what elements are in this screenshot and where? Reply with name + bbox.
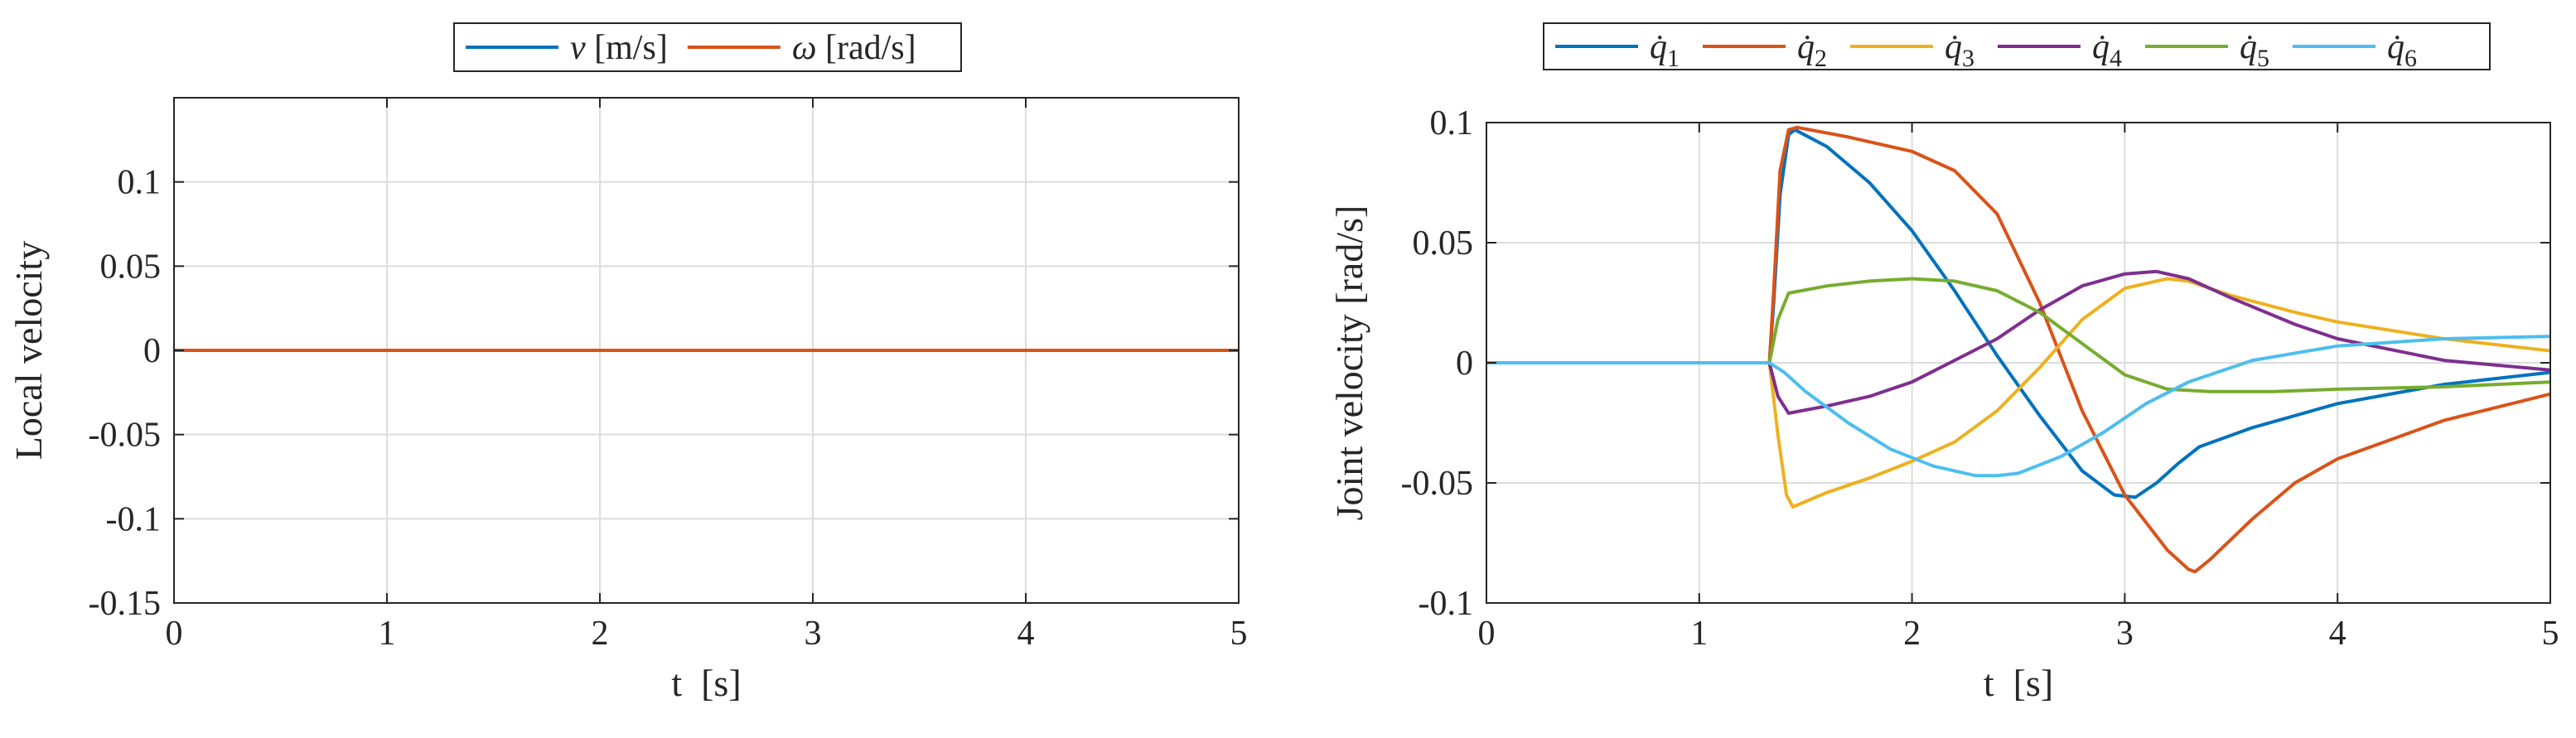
x-tick-label: 4	[2329, 615, 2346, 653]
x-tick-label: 0	[166, 615, 183, 653]
y-tick-label: -0.15	[89, 585, 162, 623]
legend-item-4: q̇4	[1998, 28, 2122, 72]
y-tick-label: 0	[143, 332, 161, 370]
legend-label: q̇5	[2240, 28, 2269, 72]
legend-item-6: q̇6	[2293, 28, 2417, 72]
series-line-4	[1486, 269, 2550, 415]
legend-item-1: v [m/s]	[466, 29, 668, 67]
y-tick-label: 0	[1456, 345, 1473, 383]
grid	[1486, 123, 2550, 603]
legend-label: q̇3	[1945, 28, 1974, 72]
y-tick-label: 0.05	[1413, 224, 1474, 263]
legend-label: q̇6	[2387, 28, 2417, 72]
legend-label: q̇4	[2092, 28, 2122, 72]
series-line-5	[1486, 277, 2550, 393]
legend-item-2: q̇2	[1703, 28, 1827, 72]
y-tick-label: -0.05	[89, 417, 162, 455]
y-tick-label: -0.05	[1401, 465, 1474, 503]
y-tick-label: 0.05	[100, 248, 162, 286]
x-tick-label: 4	[1017, 615, 1035, 653]
x-axis-label: t [s]	[671, 662, 741, 704]
y-tick-label: -0.1	[106, 500, 162, 538]
legend: q̇1 q̇2 q̇3 q̇4 q̇5 q̇6	[1543, 22, 2491, 72]
x-tick-label: 2	[1903, 615, 1921, 653]
x-tick-label: 3	[805, 615, 822, 653]
y-tick-label: -0.1	[1418, 585, 1474, 623]
y-tick-label: 0.1	[1430, 104, 1474, 142]
legend-label: q̇1	[1650, 28, 1679, 72]
series-line-6	[1486, 335, 2550, 478]
legend-label: q̇2	[1797, 28, 1827, 72]
x-tick-label: 1	[1690, 615, 1708, 653]
series-line-1	[1486, 128, 2550, 499]
legend: v [m/s] ω [rad/s]	[453, 22, 962, 72]
legend-item-3: q̇3	[1850, 28, 1974, 72]
x-axis-label: t [s]	[1984, 662, 2053, 704]
y-tick-label: 0.1	[118, 164, 162, 202]
x-tick-label: 0	[1478, 615, 1496, 653]
x-tick-label: 1	[379, 615, 396, 653]
y-axis-label: Joint velocity [rad/s]	[1328, 205, 1370, 521]
series-lines	[1486, 125, 2550, 574]
legend-item-5: q̇5	[2145, 28, 2269, 72]
legend-item-2: ω [rad/s]	[687, 29, 916, 67]
legend-label: v [m/s]	[570, 29, 668, 67]
x-tick-label: 5	[1230, 615, 1248, 653]
x-tick-label: 5	[2542, 615, 2559, 653]
y-axis-label: Local velocity	[7, 241, 50, 460]
x-tick-label: 2	[592, 615, 609, 653]
x-tick-label: 3	[2116, 615, 2134, 653]
series-line-3	[1486, 277, 2550, 509]
joint-velocity-panel: 0 1 2 3 4 5 0.1 0.05 0 -0.05 -0.1 t [s] Joint veloci…	[1328, 22, 2559, 704]
series-line-2	[1486, 125, 2550, 574]
legend-label: ω [rad/s]	[792, 29, 916, 67]
legend-item-1: q̇1	[1555, 28, 1679, 72]
local-velocity-panel: 0 1 2 3 4 5 0.1 0.05 0 -0.05 -0.1 -0.15 t [s] Local v…	[7, 22, 1248, 704]
